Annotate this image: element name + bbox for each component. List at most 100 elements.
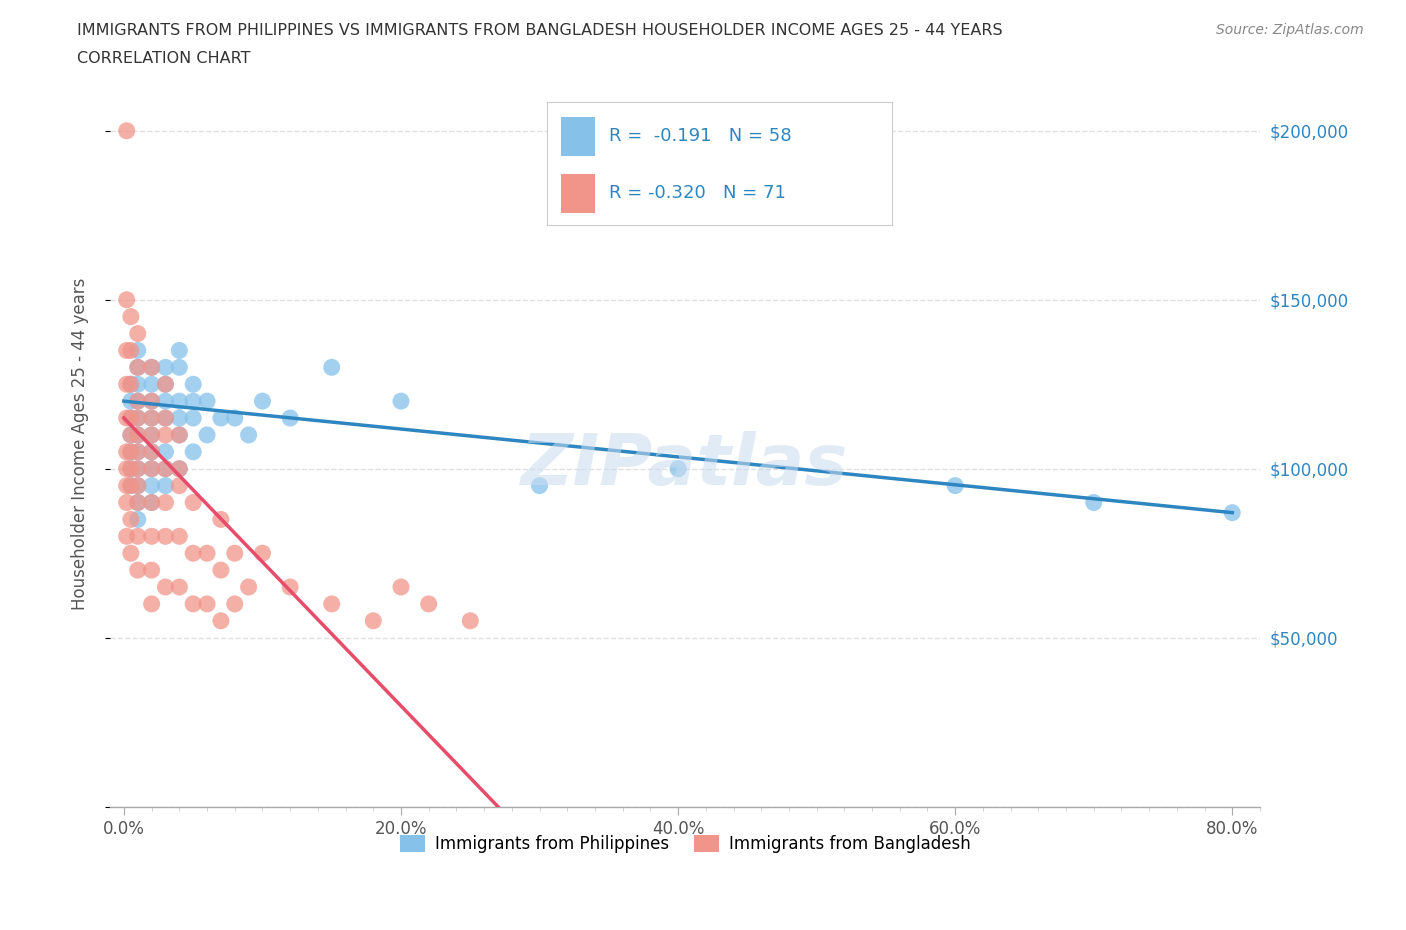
Point [666,461,689,476]
Point [169,579,191,594]
Point [141,596,163,611]
Point [115,478,138,493]
Point [127,428,149,443]
Point [120,461,142,476]
Point [169,428,191,443]
Point [418,596,440,611]
Y-axis label: Householder Income Ages 25 - 44 years: Householder Income Ages 25 - 44 years [72,277,89,609]
Point [141,445,163,459]
Point [141,563,163,578]
Point [209,411,232,426]
Point [141,428,163,443]
Point [120,377,142,392]
Point [238,428,260,443]
Point [252,393,274,408]
Point [141,529,163,544]
Point [155,377,177,392]
Point [278,411,301,426]
Legend: Immigrants from Philippines, Immigrants from Bangladesh: Immigrants from Philippines, Immigrants … [392,829,977,860]
Point [155,478,177,493]
Point [181,495,204,510]
Point [155,411,177,426]
Point [252,546,274,561]
Point [141,461,163,476]
Point [169,478,191,493]
Point [115,445,138,459]
Point [224,546,246,561]
Point [224,411,246,426]
Point [127,411,149,426]
Point [120,343,142,358]
Point [238,579,260,594]
Point [115,343,138,358]
Point [120,478,142,493]
Point [181,411,204,426]
Point [169,343,191,358]
Point [127,428,149,443]
Point [389,579,412,594]
Point [141,393,163,408]
Text: IMMIGRANTS FROM PHILIPPINES VS IMMIGRANTS FROM BANGLADESH HOUSEHOLDER INCOME AGE: IMMIGRANTS FROM PHILIPPINES VS IMMIGRANT… [77,23,1002,38]
Point [120,411,142,426]
Point [120,428,142,443]
Point [169,428,191,443]
Point [127,377,149,392]
Point [127,360,149,375]
Point [127,343,149,358]
Point [115,292,138,307]
Point [321,596,343,611]
Point [155,445,177,459]
Point [155,579,177,594]
Point [127,495,149,510]
Point [209,512,232,527]
Point [155,411,177,426]
Point [389,393,412,408]
Point [141,445,163,459]
Text: ZIPatlas: ZIPatlas [522,431,849,499]
Point [141,478,163,493]
Point [127,563,149,578]
Point [120,393,142,408]
Point [195,428,218,443]
Point [195,393,218,408]
Point [181,546,204,561]
Point [169,360,191,375]
Point [141,495,163,510]
Point [115,495,138,510]
Point [127,461,149,476]
Point [120,428,142,443]
Point [1083,495,1105,510]
Point [943,478,966,493]
Point [127,478,149,493]
Point [181,377,204,392]
Point [141,495,163,510]
Point [141,360,163,375]
Point [141,411,163,426]
Point [141,377,163,392]
Text: CORRELATION CHART: CORRELATION CHART [77,51,250,66]
Point [155,377,177,392]
Point [169,529,191,544]
Point [181,445,204,459]
Point [120,377,142,392]
Point [195,596,218,611]
Point [1220,505,1243,520]
Point [209,563,232,578]
Point [155,393,177,408]
Point [458,614,481,629]
Point [141,461,163,476]
Point [115,461,138,476]
Point [115,529,138,544]
Point [169,411,191,426]
Point [169,393,191,408]
Point [155,428,177,443]
Point [155,495,177,510]
Point [363,614,385,629]
Point [127,529,149,544]
Point [155,529,177,544]
Point [115,124,138,139]
Point [120,478,142,493]
Point [127,478,149,493]
Point [127,495,149,510]
Point [224,596,246,611]
